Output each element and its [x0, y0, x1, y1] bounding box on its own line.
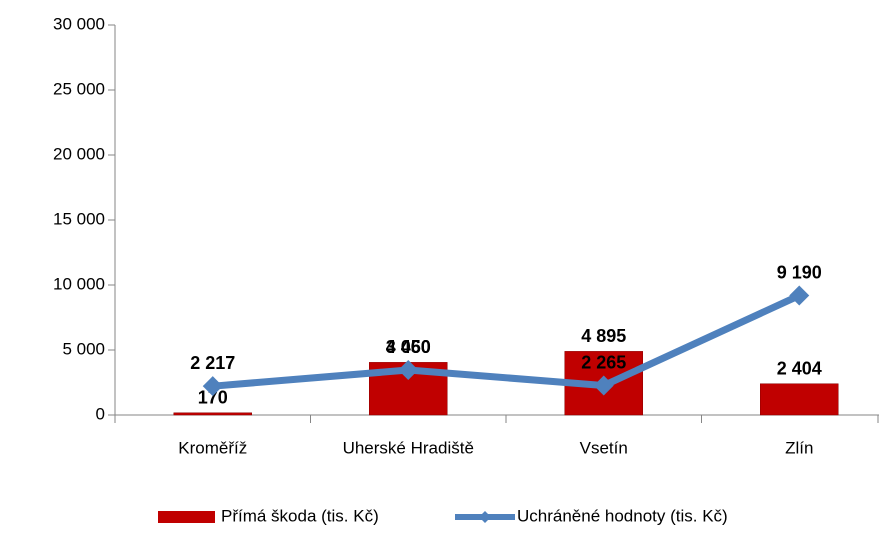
legend-marker — [479, 511, 491, 523]
y-tick-label: 5 000 — [62, 339, 105, 358]
bar — [173, 412, 252, 416]
bar — [760, 383, 839, 416]
y-tick-label: 15 000 — [53, 209, 105, 228]
data-label: 170 — [198, 388, 228, 408]
y-tick-label: 0 — [96, 404, 105, 423]
y-tick-label: 25 000 — [53, 79, 105, 98]
x-tick-label: Zlín — [785, 438, 813, 457]
marker — [593, 375, 614, 396]
legend-swatch — [158, 511, 215, 523]
data-label: 4 050 — [386, 337, 431, 357]
data-label: 2 217 — [190, 353, 235, 373]
line — [212, 292, 801, 390]
marker — [789, 285, 810, 306]
y-tick-label: 20 000 — [53, 144, 105, 163]
data-label: 4 895 — [581, 326, 626, 346]
legend-label: Uchráněné hodnoty (tis. Kč) — [517, 506, 728, 525]
y-tick-label: 10 000 — [53, 274, 105, 293]
marker — [202, 376, 223, 397]
x-tick-label: Uherské Hradiště — [343, 438, 474, 457]
x-tick-label: Kroměříž — [178, 438, 247, 457]
data-label: 2 265 — [581, 352, 626, 372]
legend-label: Přímá škoda (tis. Kč) — [221, 506, 379, 525]
data-label: 2 404 — [777, 358, 822, 378]
x-tick-label: Vsetín — [580, 438, 628, 457]
data-label: 3 460 — [386, 337, 431, 357]
marker — [398, 360, 419, 381]
y-tick-label: 30 000 — [53, 14, 105, 33]
data-label: 9 190 — [777, 262, 822, 282]
